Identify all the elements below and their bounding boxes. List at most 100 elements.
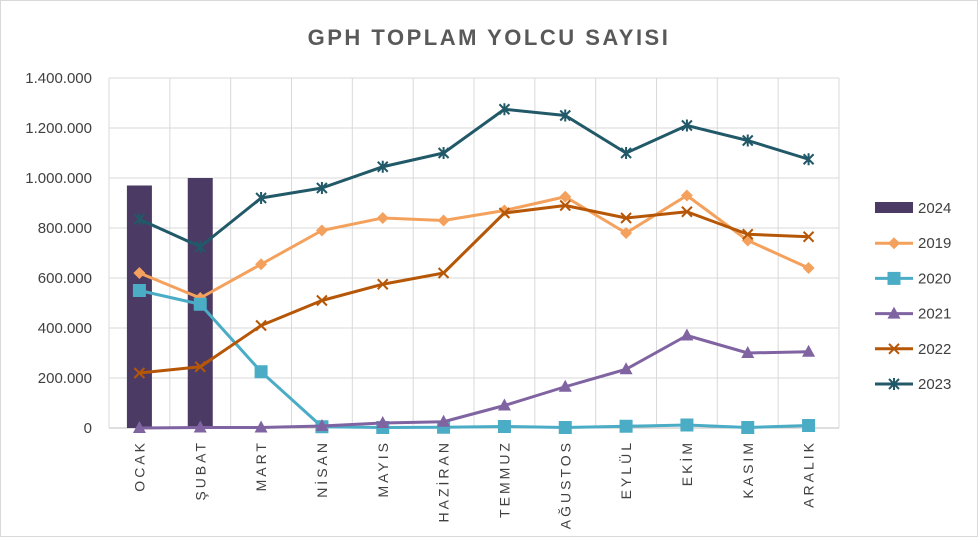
data-point [680, 328, 694, 341]
x-tick-label: EKİM [678, 440, 695, 486]
x-tick-label: OCAK [131, 440, 147, 492]
data-point [681, 206, 693, 218]
data-point [132, 284, 146, 297]
data-point [620, 147, 632, 159]
series-2023 [133, 103, 815, 253]
data-point [802, 419, 816, 432]
data-point [619, 362, 633, 375]
data-point [255, 319, 267, 332]
data-point [741, 421, 755, 434]
legend-entry-2020: 2020 [875, 270, 951, 287]
data-point [887, 306, 901, 319]
gridlines [108, 77, 840, 429]
series-2022 [133, 199, 815, 379]
line-series [132, 103, 816, 434]
legend-entry-2022: 2022 [875, 341, 951, 358]
data-point [558, 421, 572, 434]
legend-label: 2023 [918, 376, 951, 393]
data-point [193, 420, 207, 433]
y-tick-label: 0 [84, 420, 92, 437]
legend-entry-2023: 2023 [875, 376, 951, 393]
data-point [377, 278, 389, 290]
data-point [193, 297, 207, 311]
legend-entry-2019: 2019 [875, 235, 951, 252]
data-point [558, 379, 572, 392]
x-tick-label: EYLÜL [617, 440, 634, 499]
y-tick-label: 1.000.000 [25, 170, 92, 187]
data-point [620, 212, 632, 224]
y-axis-tick-labels: 0 200.000 400.000 600.000 800.000 1.000.000 1.… [25, 70, 92, 437]
x-tick-label: MAYIS [375, 440, 391, 498]
data-point [437, 267, 450, 279]
data-point [741, 346, 755, 358]
legend-label: 2021 [918, 306, 951, 323]
data-point [498, 207, 511, 219]
series-2021 [132, 328, 816, 433]
data-point [498, 103, 511, 116]
legend-label: 2022 [918, 341, 951, 358]
data-point [194, 361, 206, 373]
series-line [139, 334, 809, 430]
data-point [888, 237, 900, 250]
data-point [315, 224, 328, 237]
data-point [620, 227, 633, 239]
data-point [559, 190, 572, 203]
data-point [888, 378, 900, 390]
data-point [802, 231, 815, 243]
legend-swatch [875, 202, 913, 213]
legend: 2024 2019 2020 2021 2022 2023 [875, 200, 951, 393]
data-point [802, 153, 815, 166]
data-point [742, 134, 754, 147]
data-point [559, 109, 571, 122]
data-point [680, 418, 694, 432]
data-point [132, 421, 146, 433]
data-point [255, 258, 268, 271]
data-point [802, 344, 816, 357]
y-tick-label: 600.000 [38, 270, 92, 287]
data-point [133, 267, 146, 279]
data-point [680, 189, 693, 202]
series-2019 [133, 189, 815, 304]
bar [126, 185, 152, 428]
data-point [133, 213, 146, 226]
x-axis-tick-labels: OCAK ŞUBAT MART NİSAN MAYIS HAZİRAN TEMMUZ AĞUS… [131, 440, 816, 529]
data-point [315, 419, 329, 431]
data-point [802, 262, 815, 274]
series-line [139, 204, 809, 375]
data-point [437, 147, 450, 159]
data-point [497, 398, 511, 411]
data-point [316, 182, 328, 194]
legend-label: 2024 [918, 200, 951, 217]
data-point [254, 420, 268, 433]
data-point [742, 228, 754, 240]
data-point [888, 343, 900, 355]
y-tick-label: 1.400.000 [25, 70, 92, 87]
y-tick-label: 1.200.000 [25, 120, 92, 137]
legend-entry-2021: 2021 [875, 306, 951, 323]
y-tick-label: 200.000 [38, 370, 92, 387]
data-point [133, 367, 146, 379]
data-point [255, 192, 267, 204]
series-line [138, 194, 810, 300]
series-line [139, 289, 809, 429]
x-tick-label: HAZİRAN [435, 440, 452, 522]
data-point [497, 420, 511, 433]
data-point [437, 214, 450, 227]
data-point [887, 271, 901, 285]
x-tick-label: ARALIK [801, 440, 817, 508]
data-point [254, 365, 268, 379]
data-point [316, 294, 328, 307]
legend-label: 2020 [918, 270, 951, 287]
data-point [619, 419, 633, 433]
series-line [138, 107, 810, 249]
y-tick-label: 800.000 [38, 220, 92, 237]
legend-entry-2024: 2024 [875, 200, 951, 217]
y-tick-label: 400.000 [38, 320, 92, 337]
data-point [194, 240, 206, 253]
data-point [376, 416, 390, 428]
x-tick-label: NİSAN [313, 440, 330, 498]
x-tick-label: ŞUBAT [192, 440, 208, 501]
data-point [681, 119, 693, 132]
